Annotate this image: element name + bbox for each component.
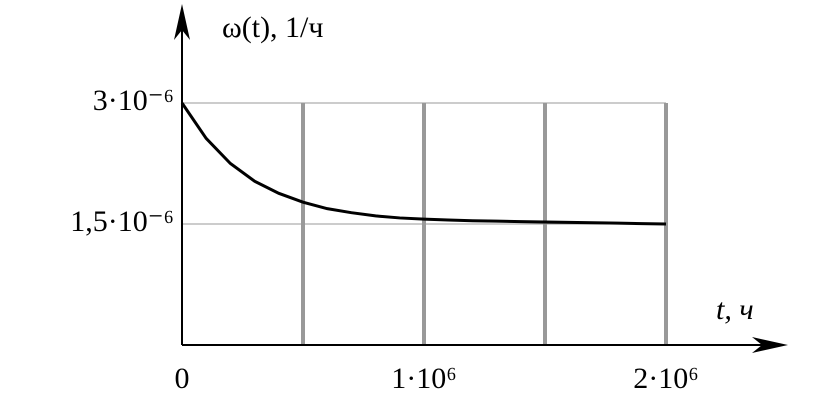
y-axis-arrow bbox=[174, 4, 190, 40]
x-tick-label: 2·10⁶ bbox=[633, 362, 698, 395]
x-axis-arrow bbox=[752, 337, 788, 353]
x-tick-label: 0 bbox=[175, 362, 190, 395]
line-series bbox=[180, 102, 667, 226]
y-tick-label: 1,5·10⁻⁶ bbox=[70, 205, 174, 238]
y-axis-label: ω(t), 1/ч bbox=[222, 11, 323, 44]
x-tick-label: 1·10⁶ bbox=[391, 362, 456, 395]
x-axis-label: t, ч bbox=[716, 293, 754, 326]
y-tick-label: 3·10⁻⁶ bbox=[93, 84, 174, 117]
